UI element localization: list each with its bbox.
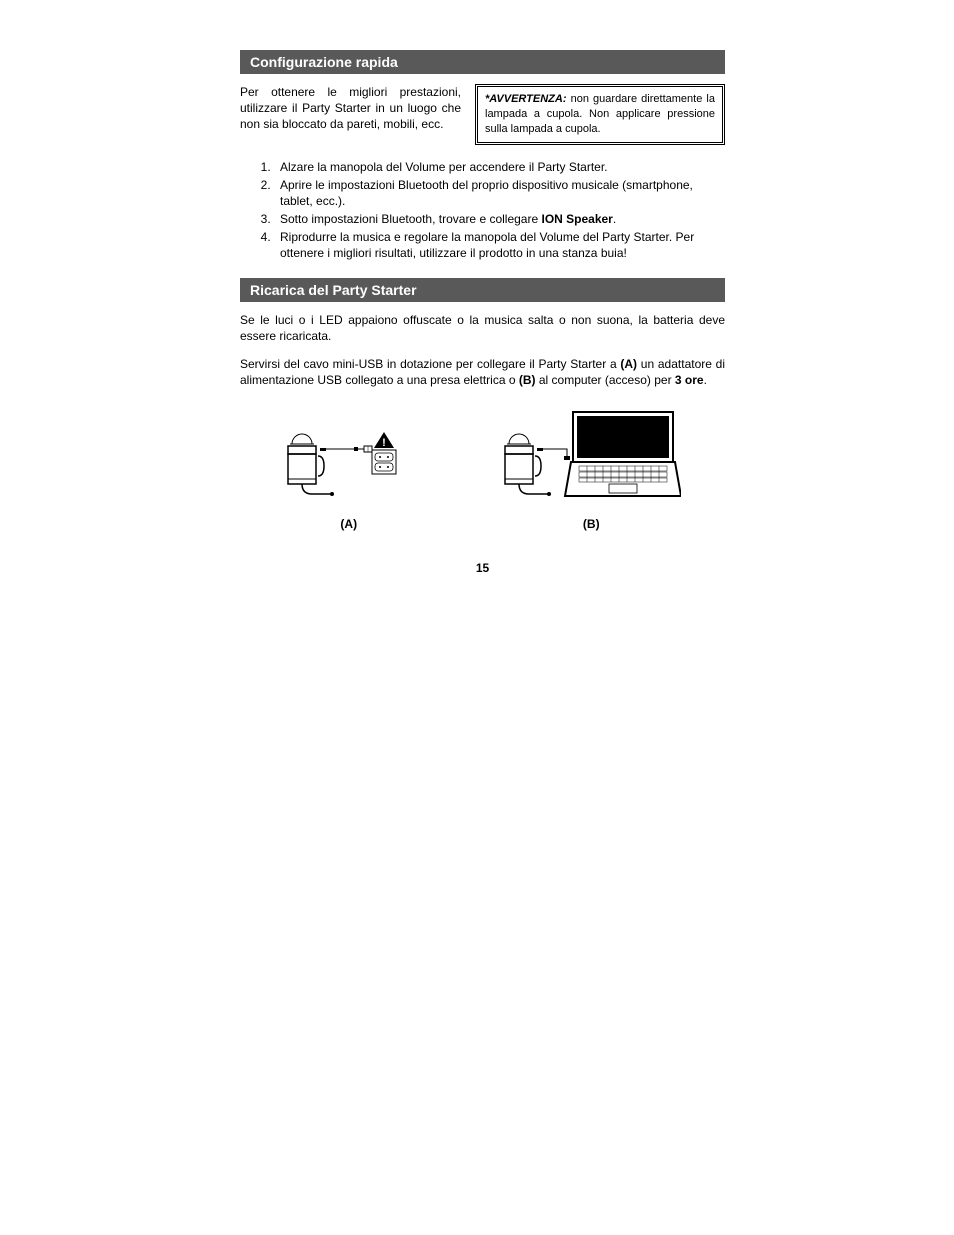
p2-text: Servirsi del cavo mini-USB in dotazione …	[240, 357, 620, 371]
step-item: Alzare la manopola del Volume per accend…	[274, 159, 725, 175]
figures-row: ! (A)	[240, 406, 725, 531]
section-header-config: Configurazione rapida	[240, 50, 725, 74]
diagram-b-icon	[501, 406, 681, 506]
figure-a-caption: (A)	[284, 517, 414, 531]
intro-paragraph: Per ottenere le migliori prestazioni, ut…	[240, 84, 461, 145]
charging-paragraph-1: Se le luci o i LED appaiono offuscate o …	[240, 312, 725, 344]
p2-text: .	[704, 373, 707, 387]
intro-row: Per ottenere le migliori prestazioni, ut…	[240, 84, 725, 145]
p2-time: 3 ore	[675, 373, 704, 387]
p2-text: al computer (acceso) per	[536, 373, 675, 387]
figure-b: (B)	[501, 406, 681, 531]
p2-label-b: (B)	[519, 373, 536, 387]
figure-a: ! (A)	[284, 426, 414, 531]
step-bold: ION Speaker	[541, 212, 612, 226]
step-item: Sotto impostazioni Bluetooth, trovare e …	[274, 211, 725, 227]
svg-text:!: !	[382, 437, 386, 449]
p2-label-a: (A)	[620, 357, 637, 371]
warning-label: *AVVERTENZA:	[485, 93, 567, 105]
section-header-charging: Ricarica del Party Starter	[240, 278, 725, 302]
charging-paragraph-2: Servirsi del cavo mini-USB in dotazione …	[240, 356, 725, 388]
diagram-a-icon: !	[284, 426, 414, 506]
content-column: Configurazione rapida Per ottenere le mi…	[240, 50, 725, 575]
step-text: .	[613, 212, 616, 226]
step-item: Aprire le impostazioni Bluetooth del pro…	[274, 177, 725, 209]
page-number: 15	[240, 561, 725, 575]
figure-b-caption: (B)	[501, 517, 681, 531]
document-page: Configurazione rapida Per ottenere le mi…	[0, 0, 954, 1235]
steps-list: Alzare la manopola del Volume per accend…	[240, 159, 725, 262]
step-text: Sotto impostazioni Bluetooth, trovare e …	[280, 212, 541, 226]
step-item: Riprodurre la musica e regolare la manop…	[274, 229, 725, 261]
warning-box: *AVVERTENZA: non guardare direttamente l…	[475, 84, 725, 145]
